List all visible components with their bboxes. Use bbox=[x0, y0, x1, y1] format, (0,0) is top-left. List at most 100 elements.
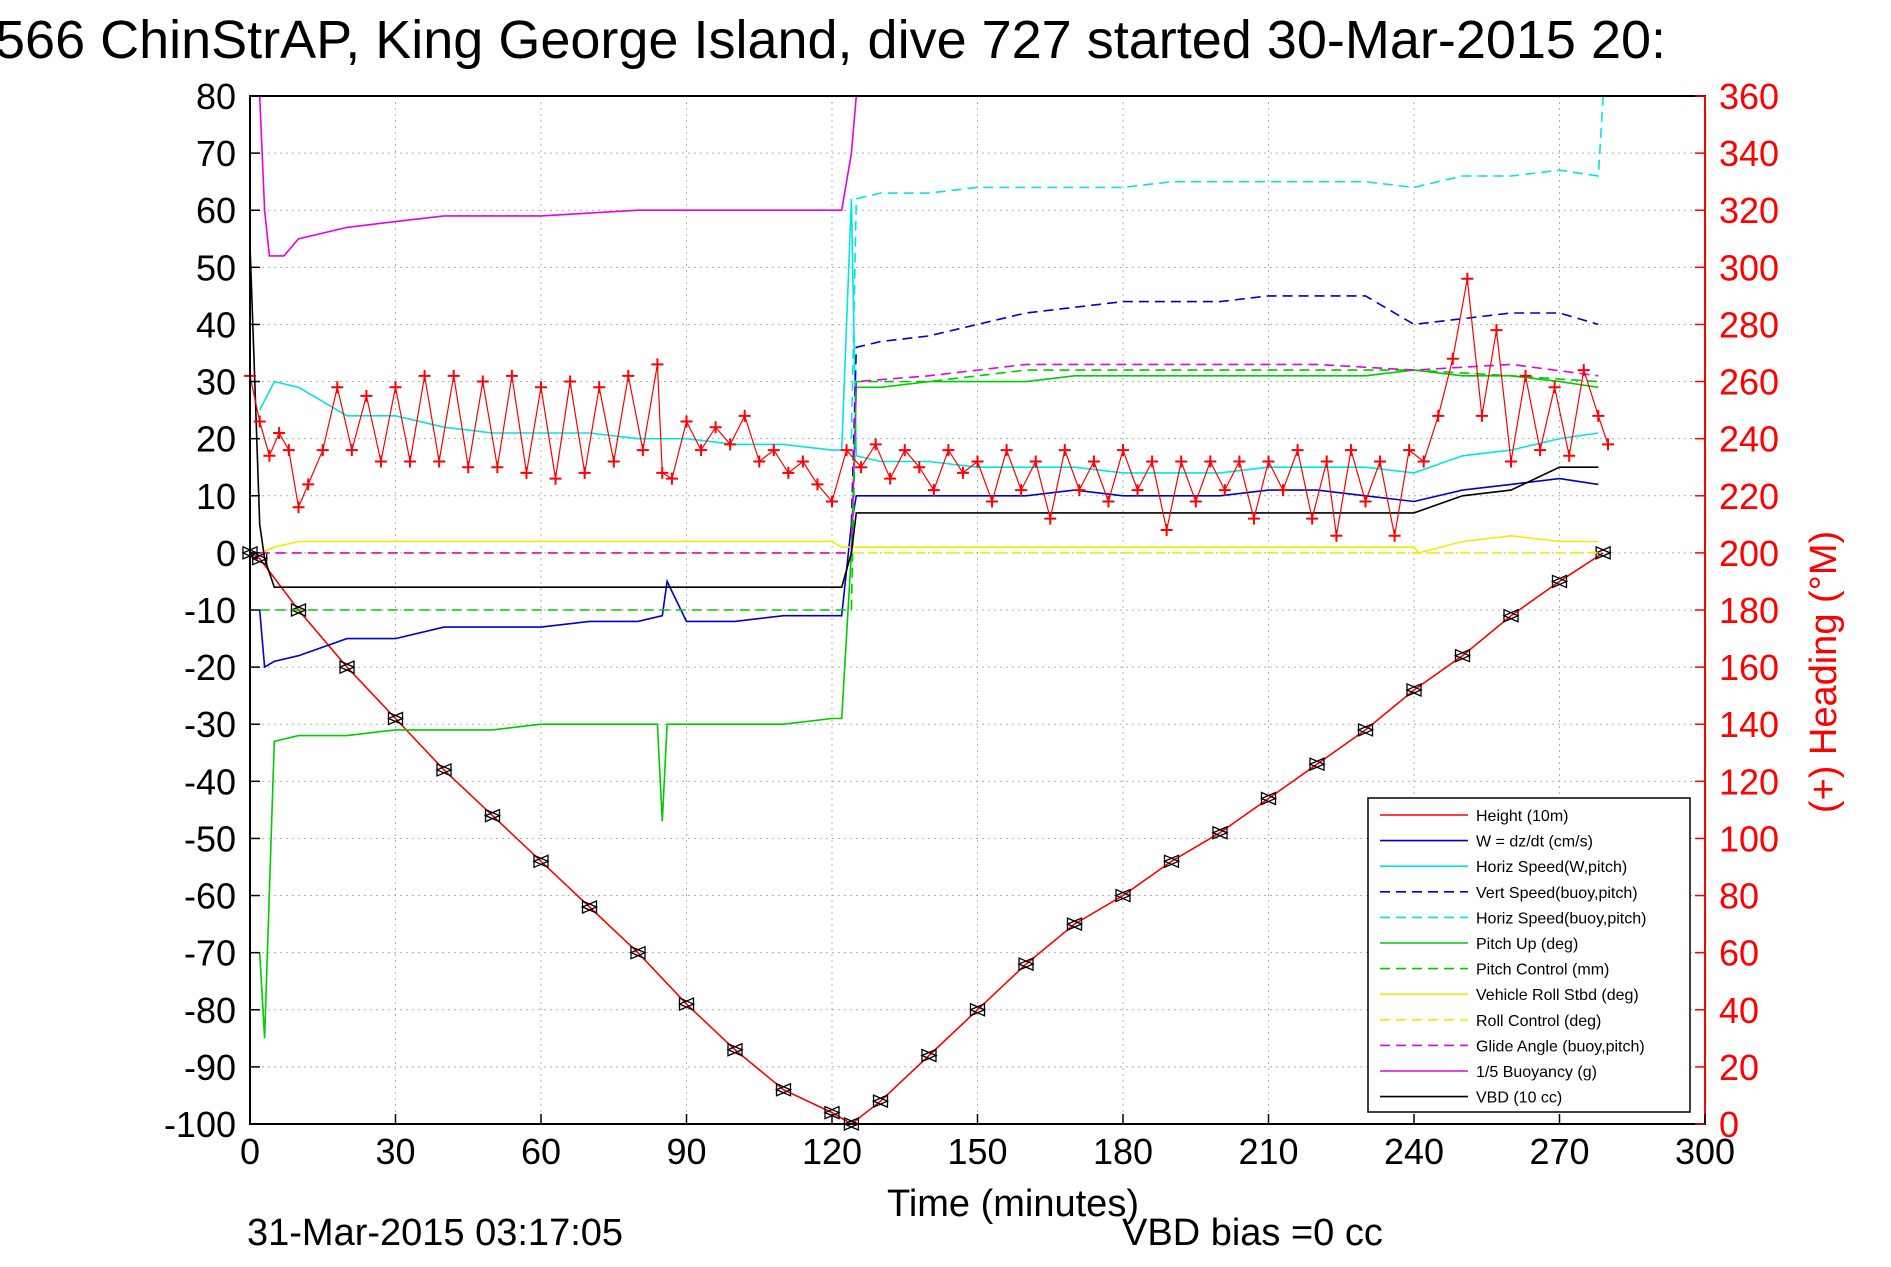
heading-point bbox=[1306, 512, 1319, 525]
vbd-bias-footer: VBD bias =0 cc bbox=[1122, 1212, 1383, 1254]
height-marker bbox=[532, 854, 549, 869]
heading-point bbox=[665, 472, 678, 485]
heading-point bbox=[520, 466, 533, 479]
heading-point bbox=[476, 375, 489, 388]
heading-point bbox=[651, 358, 664, 371]
heading-point bbox=[1432, 409, 1445, 422]
x-axis-label: Time (minutes) bbox=[887, 1183, 1139, 1225]
y-left-tick-label: -40 bbox=[184, 761, 236, 802]
heading-point bbox=[1548, 381, 1561, 394]
x-tick-label: 210 bbox=[1238, 1131, 1298, 1172]
series-line-6 bbox=[259, 369, 1599, 611]
heading-point bbox=[1388, 529, 1401, 542]
heading-point bbox=[1534, 444, 1547, 457]
heading-point bbox=[811, 478, 824, 491]
height-marker bbox=[251, 551, 268, 566]
y-right-tick-label: 60 bbox=[1719, 933, 1759, 974]
legend-label-9: Glide Angle (buoy,pitch) bbox=[1476, 1038, 1645, 1055]
series-line-0 bbox=[250, 552, 1604, 1124]
y-right-tick-label: 140 bbox=[1719, 704, 1779, 745]
heading-point bbox=[753, 455, 766, 468]
heading-point bbox=[942, 444, 955, 457]
height-marker bbox=[1405, 682, 1422, 697]
height-marker bbox=[1259, 791, 1277, 806]
heading-point bbox=[1204, 455, 1217, 468]
y-left-tick-label: -20 bbox=[184, 647, 236, 688]
heading-point bbox=[263, 449, 276, 462]
y-left-tick-label: 0 bbox=[216, 533, 236, 574]
y-left-tick-label: -80 bbox=[184, 990, 236, 1031]
heading-point bbox=[1505, 455, 1517, 468]
y-right-tick-label: 300 bbox=[1719, 247, 1779, 288]
y-left-tick-label: -60 bbox=[184, 876, 236, 917]
y-left-tick-label: -50 bbox=[184, 818, 236, 859]
heading-point bbox=[1446, 352, 1459, 365]
heading-point bbox=[273, 426, 286, 439]
heading-point bbox=[767, 444, 780, 457]
x-tick-label: 30 bbox=[375, 1131, 415, 1172]
heading-point bbox=[1160, 524, 1173, 537]
x-tick-label: 180 bbox=[1093, 1131, 1153, 1172]
heading-point bbox=[898, 444, 911, 457]
heading-point bbox=[840, 444, 853, 457]
height-marker bbox=[1308, 757, 1325, 772]
heading-point bbox=[1044, 512, 1057, 525]
height-marker bbox=[386, 711, 404, 726]
y-left-tick-label: 60 bbox=[196, 190, 236, 231]
height-marker bbox=[1453, 648, 1471, 663]
y-right-tick-label: 240 bbox=[1719, 419, 1779, 460]
y-right-tick-label: 180 bbox=[1719, 590, 1779, 631]
legend-label-3: Vert Speed(buoy,pitch) bbox=[1476, 885, 1638, 902]
height-marker bbox=[629, 945, 646, 960]
legend-label-7: Vehicle Roll Stbd (deg) bbox=[1476, 987, 1639, 1004]
y-left-tick-label: 20 bbox=[196, 419, 236, 460]
x-tick-label: 120 bbox=[802, 1131, 862, 1172]
heading-point bbox=[1073, 484, 1086, 497]
height-marker bbox=[580, 899, 598, 914]
legend-box bbox=[1367, 797, 1691, 1113]
y-right-tick-label: 160 bbox=[1719, 647, 1779, 688]
height-marker bbox=[774, 1082, 792, 1097]
heading-point bbox=[404, 455, 417, 468]
y-left-tick-label: -70 bbox=[184, 933, 236, 974]
height-marker bbox=[1114, 888, 1131, 903]
heading-point bbox=[1490, 324, 1503, 337]
x-tick-label: 0 bbox=[240, 1131, 260, 1172]
heading-point bbox=[1344, 444, 1357, 457]
heading-point bbox=[1233, 455, 1246, 468]
series-layer bbox=[241, 96, 1614, 1131]
heading-point bbox=[1577, 364, 1590, 377]
y-right-tick-label: 0 bbox=[1719, 1104, 1739, 1145]
heading-point bbox=[1563, 449, 1576, 462]
y-right-tick-label: 320 bbox=[1719, 190, 1779, 231]
right-axis-label: (+) Heading (°M) bbox=[1803, 531, 1845, 813]
y-left-tick-label: -30 bbox=[184, 704, 236, 745]
y-right-tick-label: 340 bbox=[1719, 133, 1779, 174]
heading-point bbox=[1291, 444, 1304, 457]
heading-point bbox=[302, 478, 315, 491]
heading-point bbox=[1087, 455, 1100, 468]
y-left-tick-label: 50 bbox=[196, 247, 236, 288]
height-marker bbox=[1502, 608, 1519, 623]
heading-point bbox=[680, 415, 693, 428]
heading-point bbox=[956, 466, 969, 479]
height-marker bbox=[1017, 957, 1034, 972]
heading-point bbox=[724, 438, 737, 451]
height-marker bbox=[1550, 574, 1568, 589]
heading-point bbox=[1262, 455, 1275, 468]
y-right-tick-label: 220 bbox=[1719, 476, 1779, 517]
heading-point bbox=[1000, 444, 1013, 457]
tick-labels: 0 30 60 90 120 150 180 210 240 270 300807060504030… bbox=[164, 76, 1779, 1172]
heading-point bbox=[622, 369, 635, 382]
heading-point bbox=[433, 455, 446, 468]
legend-label-2: Horiz Speed(W,pitch) bbox=[1476, 859, 1627, 876]
x-tick-label: 90 bbox=[666, 1131, 706, 1172]
heading-point bbox=[593, 381, 606, 394]
legend-label-11: VBD (10 cc) bbox=[1476, 1090, 1562, 1107]
height-marker bbox=[1065, 917, 1083, 932]
height-marker bbox=[871, 1094, 889, 1109]
y-left-tick-label: -10 bbox=[184, 590, 236, 631]
heading-point bbox=[578, 466, 591, 479]
